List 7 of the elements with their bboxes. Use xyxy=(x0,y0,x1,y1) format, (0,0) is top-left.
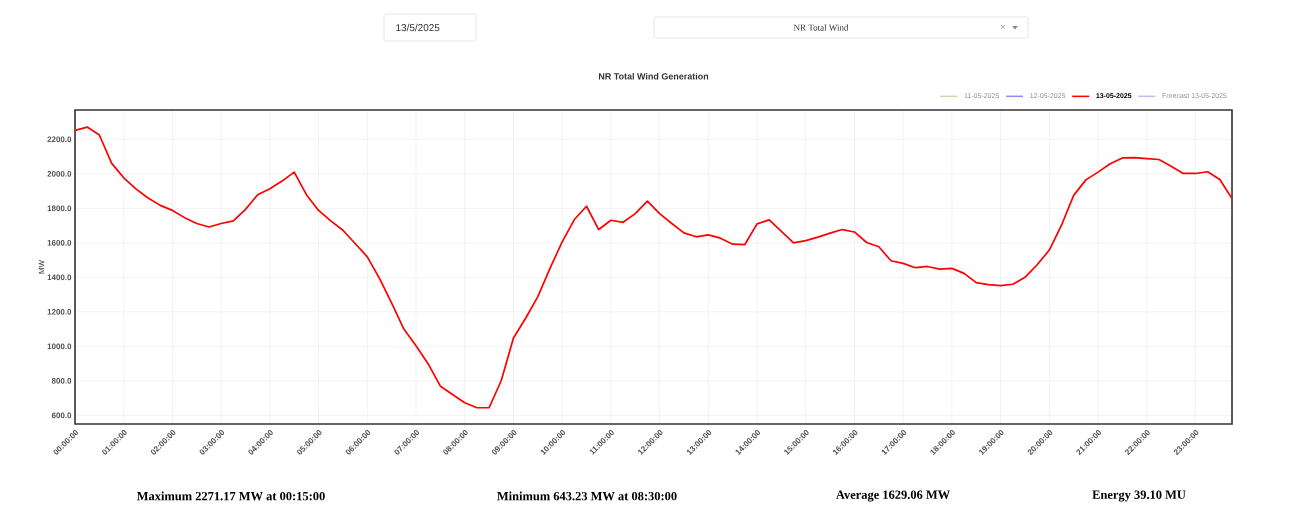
text: Energy 39.10 MU xyxy=(1092,490,1186,502)
text: Average 1629.06 MW xyxy=(836,490,950,502)
text: NR Total Wind xyxy=(793,24,849,31)
chart-title: NR Total Wind Generation xyxy=(598,72,709,80)
text: Minimum 643.23 MW at 08:30:00 xyxy=(497,491,677,501)
text: Maximum 2271.17 MW at 00:15:00 xyxy=(136,491,325,501)
text: 13/5/2025 xyxy=(396,23,440,32)
